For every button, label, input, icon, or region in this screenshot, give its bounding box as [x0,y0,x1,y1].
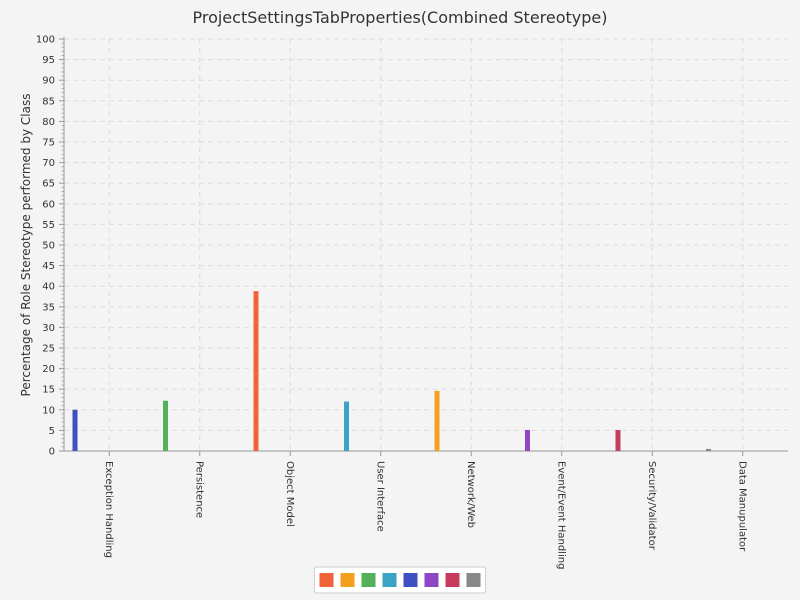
y-tick-label: 60 [42,199,55,210]
y-axis-ticks: 0 5 10 15 20 25 30 35 40 45 50 55 60 65 70 75 80 85 90 95 10… [36,35,64,458]
y-tick-label: 75 [42,138,55,149]
y-tick-label: 95 [42,55,55,66]
y-tick-label: 25 [42,344,55,355]
axes [63,37,788,452]
legend-swatch [340,573,355,587]
y-tick-label: 30 [42,323,55,334]
x-tick-label: User Interface [374,461,385,532]
y-tick-label: 65 [42,179,55,190]
legend [314,566,486,594]
legend-swatch [382,573,397,587]
y-tick-label: 20 [42,364,55,375]
grid-lines [64,38,788,451]
y-tick-label: 45 [42,261,55,272]
y-tick-label: 10 [42,405,55,416]
y-tick-label: 50 [42,241,55,252]
x-axis-ticks: Exception Handling Persistence Object Mode… [103,451,747,569]
y-tick-label: 40 [42,282,55,293]
legend-swatch [445,573,460,587]
x-tick-label: Data Manupulator [736,461,747,552]
y-tick-label: 55 [42,220,55,231]
legend-swatch [466,573,481,587]
y-tick-label: 70 [42,158,55,169]
legend-swatch [403,573,418,587]
y-tick-label: 90 [42,76,55,87]
y-tick-label: 100 [36,35,55,46]
x-tick-label: Network/Web [465,461,476,528]
x-tick-label: Security/Validator [646,461,657,551]
bar-object-model [253,291,259,451]
bars [72,291,711,451]
y-tick-label: 0 [49,447,55,458]
legend-swatch [361,573,376,587]
bar-security-validator [615,429,621,451]
y-tick-label: 5 [49,426,55,437]
bar-user-interface [344,401,349,451]
y-tick-label: 35 [42,302,55,313]
legend-box [314,566,486,594]
y-tick-label: 15 [42,385,55,396]
bar-exception-handling [72,409,78,451]
legend-swatch [424,573,439,587]
x-tick-label: Event/Event Handling [555,461,566,569]
bar-event-event-handling [525,429,530,451]
x-tick-label: Persistence [193,461,204,518]
bar-network-web [434,390,440,451]
y-tick-label: 80 [42,117,55,128]
bar-persistence [163,400,168,451]
x-tick-label: Exception Handling [103,461,114,558]
bar-data-manupulator [706,448,711,451]
x-tick-label: Object Model [284,461,295,527]
chart-title: ProjectSettingsTabProperties(Combined St… [192,8,607,27]
y-tick-label: 85 [42,96,55,107]
y-axis-label: Percentage of Role Stereotype performed … [19,94,33,397]
legend-swatch [319,573,334,587]
